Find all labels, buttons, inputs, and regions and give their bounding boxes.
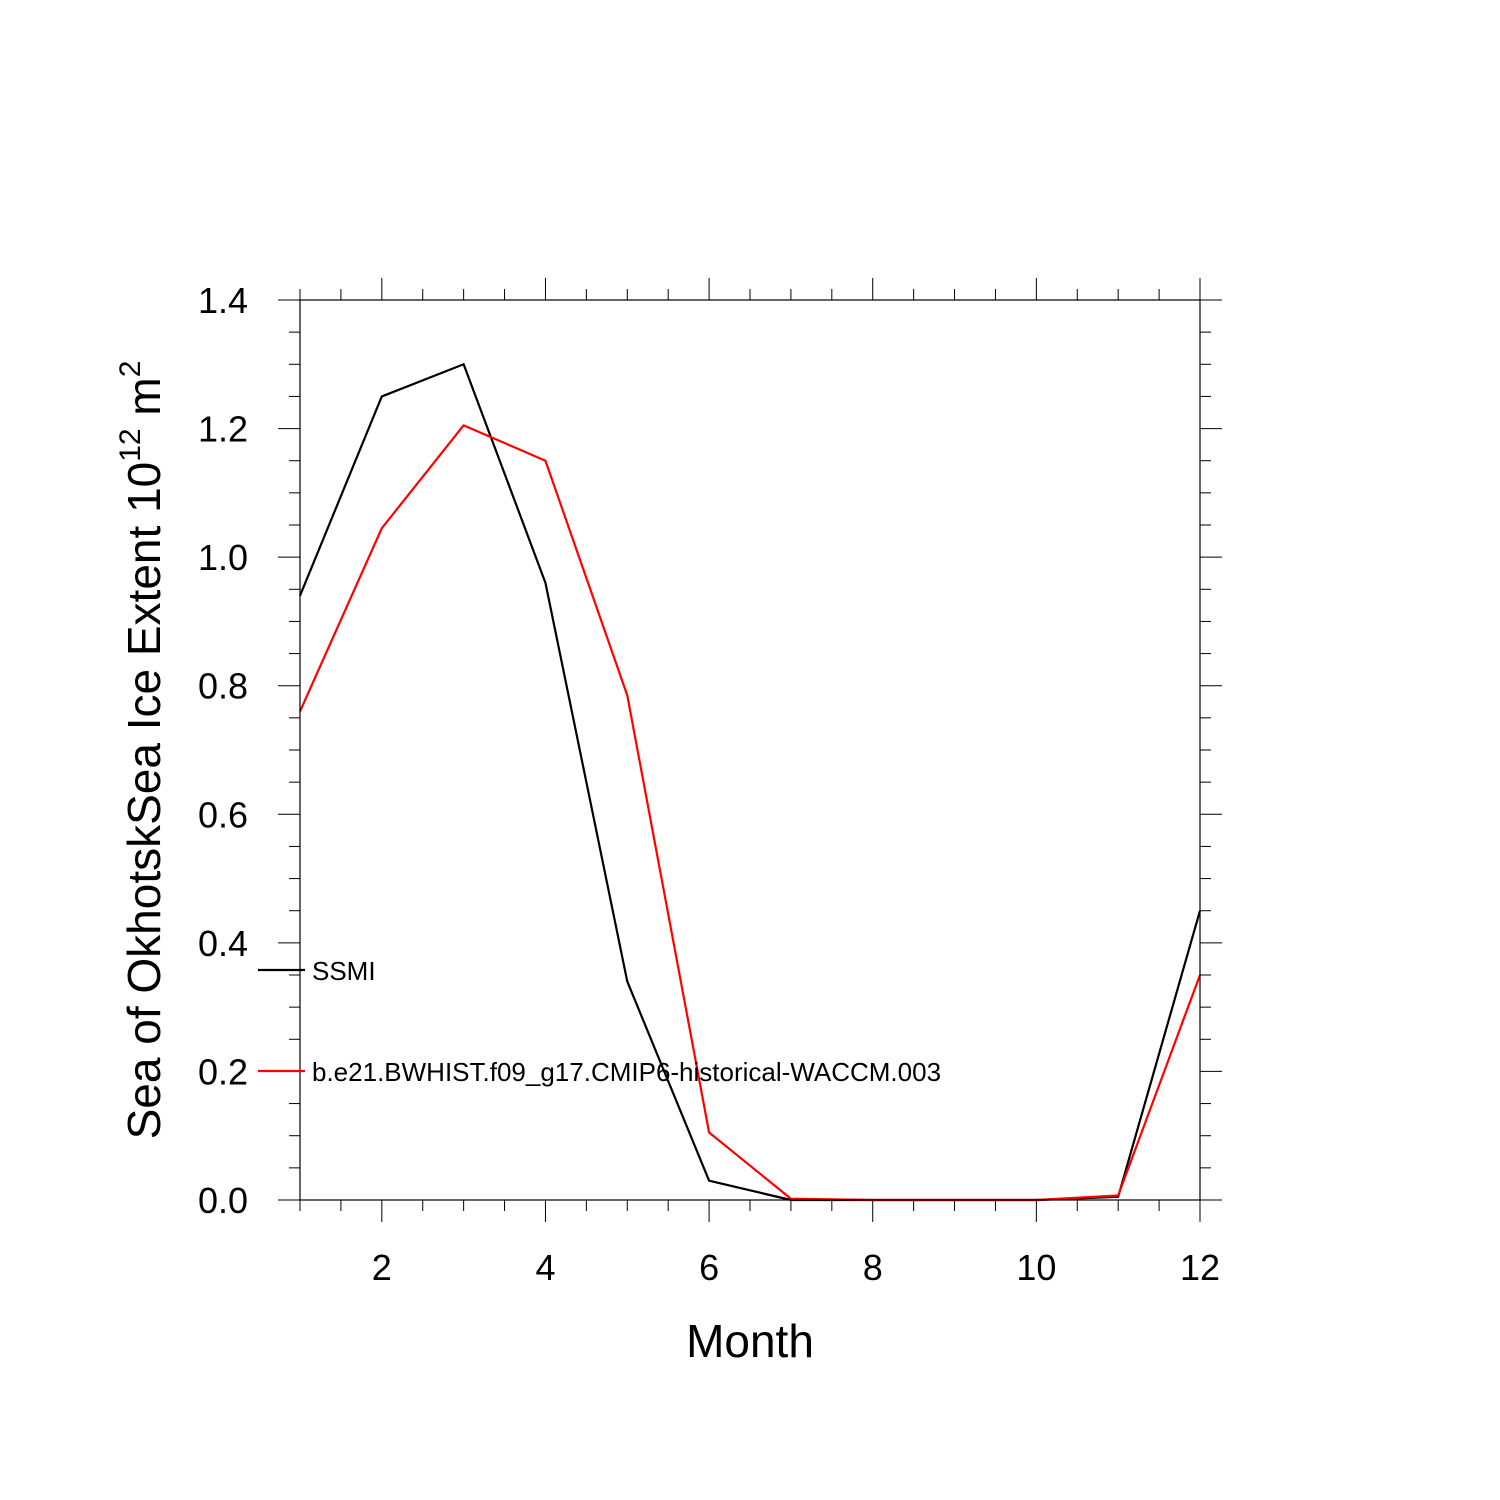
y-tick-label: 0.0 [198,1180,248,1221]
y-tick-label: 0.6 [198,794,248,835]
tick-labels: 2 4 6 8 10 12 0.0 0.2 0.4 0.6 0.8 1.0 1.2 1.4 [198,280,1220,1288]
x-tick-label: 6 [699,1247,719,1288]
x-axis-title: Month [686,1315,814,1367]
series-line-1 [298,424,1202,1202]
y-tick-label: 0.2 [198,1051,248,1092]
axis-ticks [278,278,1222,1222]
legend-label-0: SSMI [312,956,376,986]
x-tick-label: 10 [1016,1247,1056,1288]
y-tick-label: 0.8 [198,666,248,707]
legend: SSMI b.e21.BWHIST.f09_g17.CMIP6-historica… [258,956,941,1087]
y-tick-label: 0.4 [198,923,248,964]
x-tick-label: 2 [372,1247,392,1288]
x-tick-label: 8 [863,1247,883,1288]
x-tick-label: 12 [1180,1247,1220,1288]
plot-frame [299,299,1201,1201]
y-tick-label: 1.2 [198,409,248,450]
y-tick-label: 1.4 [198,280,248,321]
y-axis-title: Sea of OkhotskSea Ice Extent 1012 m2 [114,361,170,1140]
y-tick-label: 1.0 [198,537,248,578]
legend-label-1: b.e21.BWHIST.f09_g17.CMIP6-historical-WA… [312,1057,941,1087]
x-tick-label: 4 [535,1247,555,1288]
